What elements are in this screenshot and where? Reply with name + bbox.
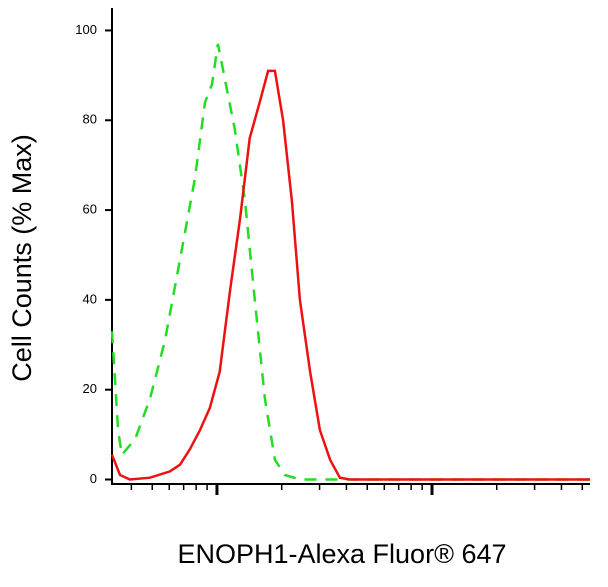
y-tick-label: 20 (83, 381, 97, 396)
y-tick-label: 100 (75, 22, 97, 37)
histogram-line (110, 69, 590, 481)
y-tick-label: 80 (83, 112, 97, 127)
y-axis-label: Cell Counts (% Max) (7, 134, 37, 382)
y-tick-label: 60 (83, 202, 97, 217)
x-axis-label: ENOPH1-Alexa Fluor® 647 (177, 539, 506, 569)
y-tick-label: 40 (83, 291, 97, 306)
histogram-line (110, 43, 590, 481)
y-tick-label: 0 (90, 471, 97, 486)
